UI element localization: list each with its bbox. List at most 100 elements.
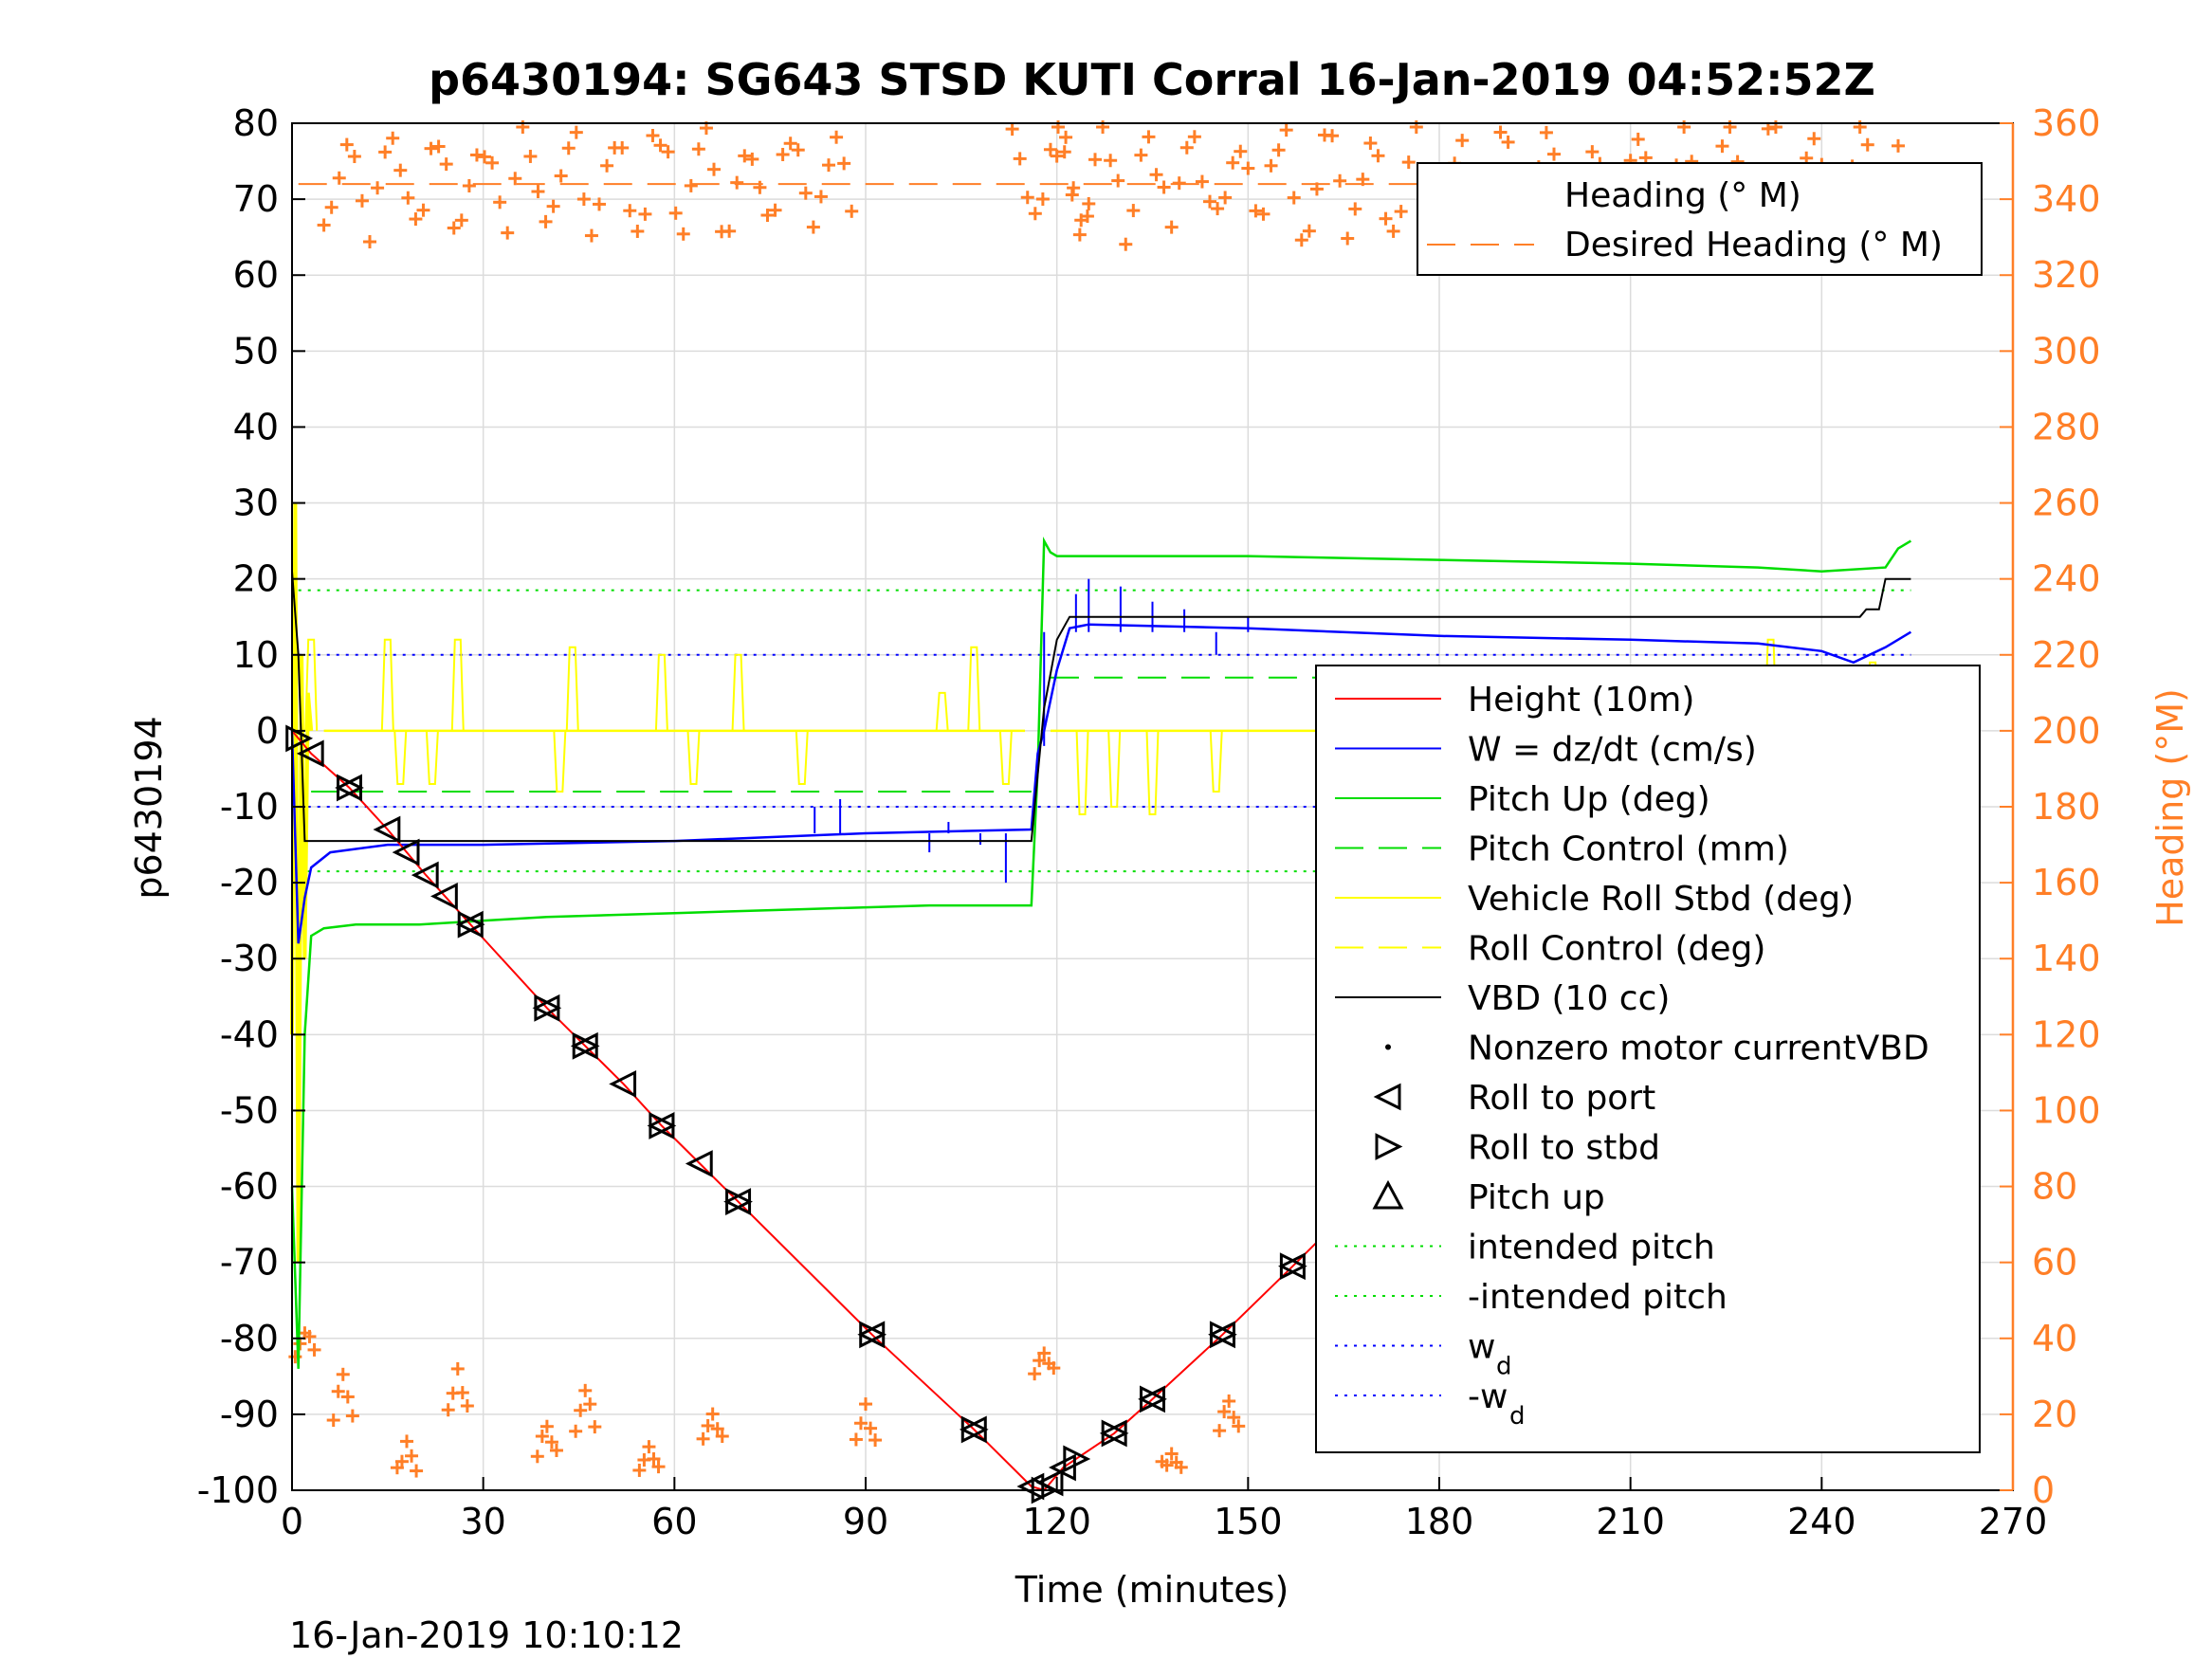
roll-spike xyxy=(450,638,465,731)
roll-to-port-marker xyxy=(411,861,439,889)
vbd-series xyxy=(291,571,1911,843)
x-tick-label: 0 xyxy=(281,1501,303,1542)
roll-to-port-marker xyxy=(609,1069,637,1098)
legend-main-label: -intended pitch xyxy=(1468,1278,1728,1317)
roll-spike xyxy=(393,730,408,785)
vbd-line xyxy=(291,571,1911,843)
roll-to-port-marker xyxy=(430,882,458,910)
roll-to-port-marker xyxy=(392,838,420,866)
roll-spike xyxy=(1209,730,1223,793)
x-tick-label: 150 xyxy=(1214,1501,1283,1542)
legend-main-label: w xyxy=(1468,1328,1495,1367)
roll-spike xyxy=(654,653,668,731)
roll-to-stbd-marker xyxy=(1279,1252,1307,1281)
y2-tick-label: 280 xyxy=(2032,406,2101,447)
legend-swatch xyxy=(1372,1179,1404,1210)
y-tick-label: -80 xyxy=(220,1318,279,1359)
y-tick-label: 40 xyxy=(233,406,279,447)
roll-spike xyxy=(1145,730,1160,816)
y2-tick-label: 220 xyxy=(2032,634,2101,676)
legend-main-box xyxy=(1315,665,1981,1453)
roll-spike xyxy=(380,638,394,731)
y2-tick-label: 0 xyxy=(2032,1469,2055,1511)
y-tick-label: -40 xyxy=(220,1013,279,1055)
roll-to-stbd-marker xyxy=(337,774,364,802)
y2-axis-label: Heading (°M) xyxy=(2149,688,2191,927)
legend-heading-label: Desired Heading (° M) xyxy=(1564,226,1943,264)
roll-spike xyxy=(795,730,809,785)
roll-to-stbd-marker xyxy=(534,994,562,1022)
roll-to-stbd-marker xyxy=(960,1415,989,1444)
y2-tick-label: 320 xyxy=(2032,254,2101,296)
y2-tick-label: 140 xyxy=(2032,938,2101,979)
roll-to-port-marker xyxy=(373,815,401,844)
y-tick-label: -10 xyxy=(220,786,279,828)
y-tick-label: -60 xyxy=(220,1166,279,1208)
roll-spike xyxy=(967,646,981,731)
x-tick-label: 90 xyxy=(843,1501,888,1542)
roll-spike xyxy=(565,646,579,731)
x-tick-label: 270 xyxy=(1979,1501,2048,1542)
y-tick-label: -20 xyxy=(220,862,279,903)
legend-main-label: Roll to stbd xyxy=(1468,1129,1660,1168)
legend-subscript: d xyxy=(1509,1402,1526,1431)
legend-main-label: VBD (10 cc) xyxy=(1468,979,1670,1018)
y-tick-label: 20 xyxy=(233,558,279,600)
y-axis-label: p6430194 xyxy=(128,716,170,899)
y2-tick-label: 240 xyxy=(2032,558,2101,600)
y2-tick-label: 20 xyxy=(2032,1394,2077,1435)
legend-heading: Heading (° M) Desired Heading (° M) xyxy=(1417,162,1983,276)
legend-swatch xyxy=(1385,1044,1391,1050)
roll-spike xyxy=(553,730,567,793)
legend-main-label: intended pitch xyxy=(1468,1229,1715,1267)
roll-to-stbd-marker xyxy=(859,1321,887,1349)
x-tick-label: 240 xyxy=(1787,1501,1856,1542)
legend-swatch xyxy=(1375,1133,1403,1160)
legend-main-label: Roll to port xyxy=(1468,1079,1655,1118)
y2-axis-ticks: 3603403203002802602402202001801601401201… xyxy=(2000,102,2101,1511)
roll-spike xyxy=(998,730,1013,785)
y2-tick-label: 80 xyxy=(2032,1166,2077,1208)
roll-to-port-marker xyxy=(296,739,324,768)
legend-main-label: Height (10m) xyxy=(1468,681,1694,720)
y-tick-label: 10 xyxy=(233,634,279,676)
x-tick-label: 120 xyxy=(1022,1501,1091,1542)
roll-to-port-marker xyxy=(685,1150,713,1177)
y-tick-label: -50 xyxy=(220,1089,279,1131)
legend-heading-box xyxy=(1417,162,1983,276)
legend-main-label: Pitch up xyxy=(1468,1178,1605,1217)
y-tick-label: 70 xyxy=(233,178,279,220)
legend-main-label: Nonzero motor currentVBD xyxy=(1468,1030,1929,1068)
legend-heading-label: Heading (° M) xyxy=(1564,176,1801,215)
y-tick-label: 60 xyxy=(233,254,279,296)
roll-to-stbd-marker xyxy=(725,1188,753,1216)
x-axis-ticks: 0 30 60 90 120 150 180 210 240 270 xyxy=(281,1477,2047,1542)
y-tick-label: -100 xyxy=(197,1469,279,1511)
y2-tick-label: 200 xyxy=(2032,710,2101,752)
y2-tick-label: 360 xyxy=(2032,102,2101,144)
roll-spike xyxy=(935,691,949,731)
y2-tick-label: 260 xyxy=(2032,483,2101,524)
roll-spike xyxy=(686,730,701,785)
roll-to-stbd-marker xyxy=(649,1112,677,1139)
y2-tick-label: 100 xyxy=(2032,1089,2101,1131)
chart-title: p6430194: SG643 STSD KUTI Corral 16-Jan-… xyxy=(429,54,1875,105)
legend-main-label: -w xyxy=(1468,1377,1508,1416)
roll-to-stbd-marker xyxy=(457,910,485,939)
y2-tick-label: 300 xyxy=(2032,330,2101,372)
y2-tick-label: 120 xyxy=(2032,1013,2101,1055)
legend-main: Height (10m) W = dz/dt (cm/s) Pitch Up (de… xyxy=(1315,665,1981,1453)
x-tick-label: 30 xyxy=(460,1501,505,1542)
y2-tick-label: 340 xyxy=(2032,178,2101,220)
y-tick-label: 0 xyxy=(256,710,279,752)
legend-swatch xyxy=(1373,1083,1401,1111)
footer-timestamp: 16-Jan-2019 10:10:12 xyxy=(289,1614,684,1656)
x-tick-label: 60 xyxy=(651,1501,697,1542)
legend-main-label: W = dz/dt (cm/s) xyxy=(1468,731,1757,770)
y-tick-label: 30 xyxy=(233,483,279,524)
x-tick-label: 210 xyxy=(1596,1501,1665,1542)
y-tick-label: -90 xyxy=(220,1394,279,1435)
roll-to-stbd-marker xyxy=(285,724,314,753)
y-tick-label: 50 xyxy=(233,330,279,372)
